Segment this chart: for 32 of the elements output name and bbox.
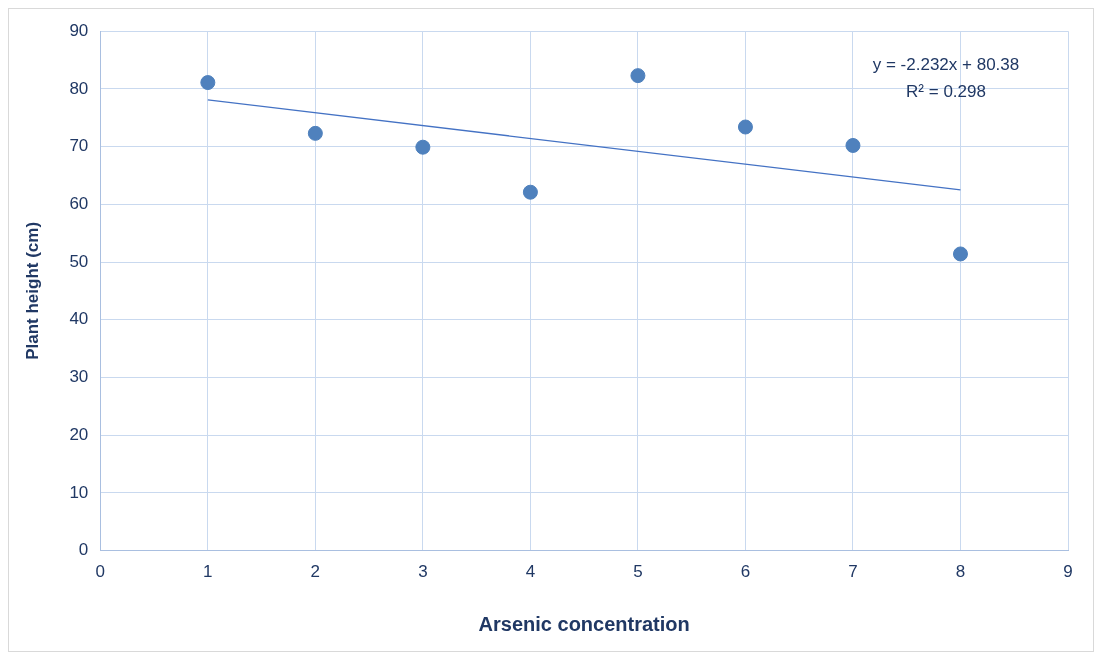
- y-axis-title: Plant height (cm): [22, 221, 42, 360]
- x-axis-title: Arsenic concentration: [478, 612, 690, 635]
- y-tick-label: 90: [69, 20, 89, 40]
- y-tick-label: 50: [69, 251, 89, 271]
- point: [845, 137, 861, 153]
- y-tick-label: 20: [69, 424, 89, 444]
- point: [522, 184, 538, 200]
- x-tick-label: 5: [633, 562, 643, 582]
- y-tick-label: 70: [69, 136, 89, 156]
- point: [737, 119, 753, 135]
- point: [630, 68, 646, 84]
- point: [415, 139, 431, 155]
- y-tick-label: 60: [69, 194, 89, 214]
- x-tick-label: 7: [848, 562, 858, 582]
- y-tick-label: 80: [69, 78, 89, 98]
- point: [952, 246, 968, 262]
- x-tick-label: 1: [203, 562, 213, 582]
- x-tick-label: 0: [95, 562, 106, 582]
- x-tick-label: 3: [418, 562, 428, 582]
- x-tick-label: 6: [740, 562, 751, 582]
- y-tick-label: 0: [78, 540, 89, 560]
- y-tick-label: 10: [69, 482, 89, 502]
- x-tick-label: 4: [525, 562, 536, 582]
- annotation: y = -2.232x + 80.38: [872, 55, 1020, 75]
- y-tick-label: 30: [69, 367, 89, 387]
- x-tick-label: 2: [310, 562, 321, 582]
- x-tick-label: 8: [955, 562, 966, 582]
- point: [200, 75, 216, 91]
- y-tick-label: 40: [69, 309, 89, 329]
- annotation: R² = 0.298: [906, 82, 986, 102]
- x-tick-label: 9: [1063, 562, 1073, 582]
- point: [307, 125, 323, 141]
